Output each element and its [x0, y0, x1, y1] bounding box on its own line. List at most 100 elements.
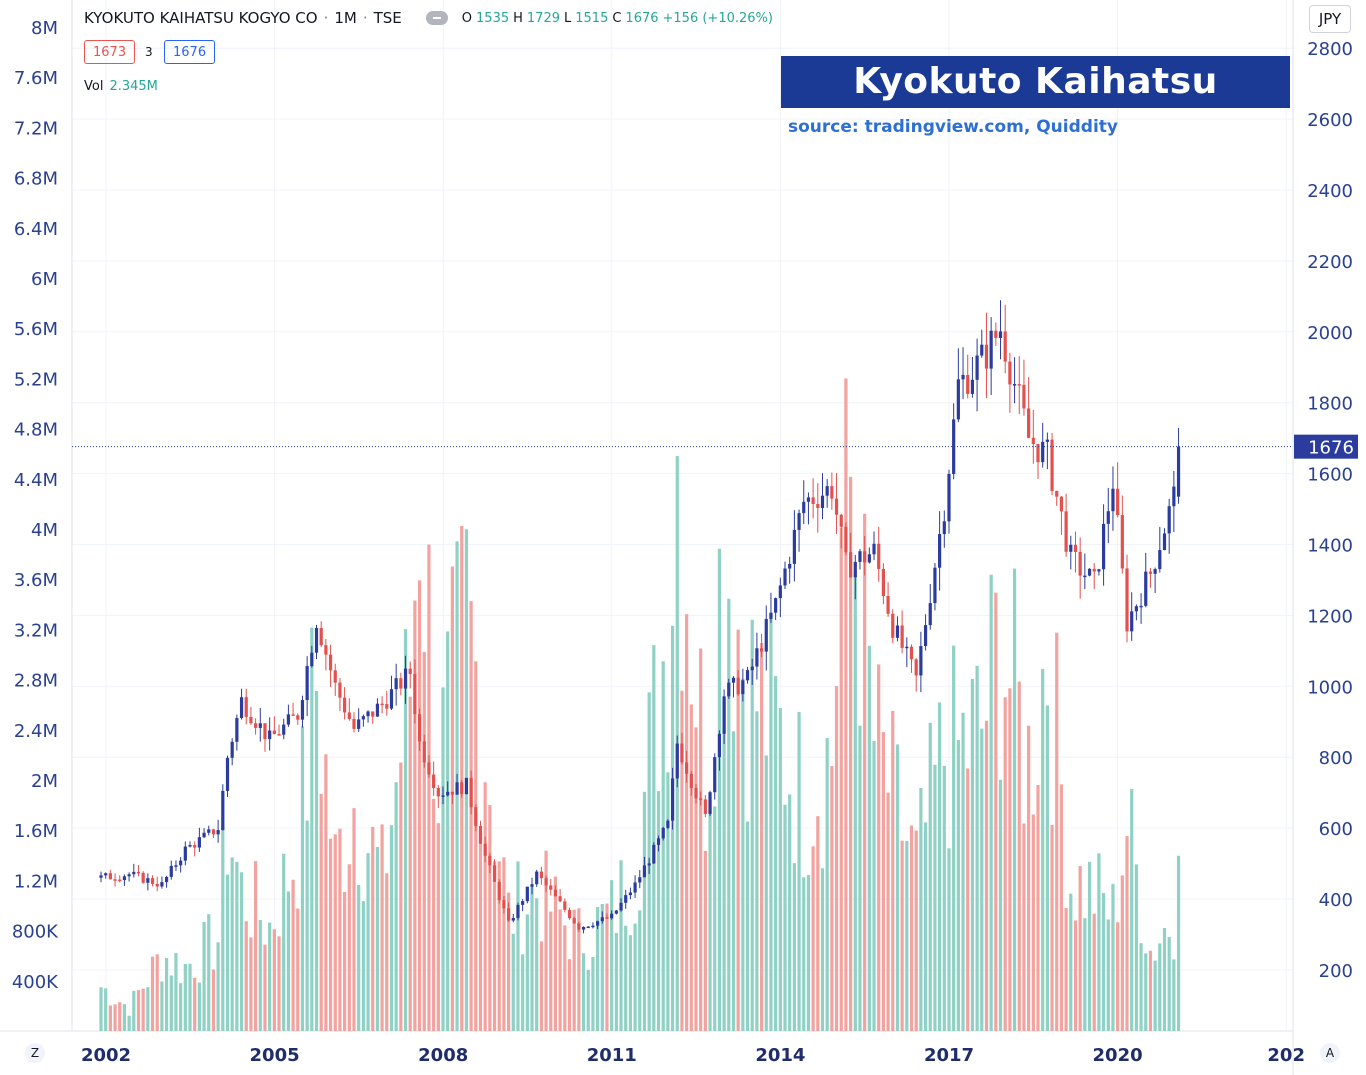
candle-body [319, 627, 323, 646]
volume-bar [558, 909, 562, 1031]
volume-bar [708, 800, 712, 1031]
candle-body [1092, 568, 1096, 572]
candle-body [998, 331, 1003, 338]
volume-bar [853, 570, 857, 1031]
candle-body [211, 829, 216, 835]
volume-bar [427, 544, 431, 1031]
volume-bar [478, 833, 483, 1031]
collapse-icon[interactable] [425, 11, 448, 25]
candle-body [577, 923, 581, 930]
volume-bar [802, 877, 806, 1031]
x-tick-label: 2014 [755, 1045, 805, 1066]
candle-body [432, 774, 436, 789]
chart-title-banner: Kyokuto Kaihatsu (7226) [781, 56, 1290, 154]
candle-body [492, 865, 497, 882]
candle-body [333, 670, 337, 683]
candle-body [539, 871, 543, 879]
candle-body [769, 612, 773, 619]
volume-bar [834, 686, 839, 1031]
candle-body [516, 904, 520, 918]
volume-bar [497, 861, 501, 1031]
volume-bar [366, 853, 370, 1031]
volume-bar [797, 711, 801, 1031]
x-tick-label: 2002 [81, 1045, 131, 1066]
volume-bar [567, 959, 572, 1031]
volume-bar [136, 990, 141, 1031]
candle-body [179, 860, 183, 866]
candle-body [244, 697, 248, 717]
volume-bar [343, 891, 347, 1031]
volume-bar [202, 921, 206, 1031]
price-tick-label: 800 [1319, 748, 1353, 769]
candle-body [1120, 515, 1124, 569]
sell-price-box[interactable]: 1673 [84, 40, 136, 64]
candle-body [314, 627, 319, 653]
candle-body [713, 757, 717, 793]
volume-bar [633, 923, 637, 1031]
volume-bar [446, 631, 450, 1031]
candle-body [886, 596, 890, 614]
candle-body [1008, 361, 1012, 385]
volume-bar [268, 922, 272, 1031]
candle-body [1111, 488, 1115, 512]
candle-body [1003, 331, 1007, 362]
candle-body [741, 680, 745, 695]
candle-body [136, 871, 141, 874]
candle-body [141, 872, 145, 883]
volume-bar [1111, 883, 1115, 1031]
candle-body [174, 865, 178, 867]
candle-body [797, 513, 801, 530]
candle-body [474, 807, 478, 827]
candle-body [183, 846, 187, 861]
price-tick-label: 1200 [1307, 606, 1353, 627]
candle-body [375, 703, 380, 717]
volume-bar [745, 821, 750, 1031]
volume-bar [380, 824, 384, 1031]
volume-bar [1012, 568, 1017, 1031]
x-tick-label: 202 [1267, 1045, 1305, 1066]
candle-body [788, 563, 792, 569]
candle-body [328, 654, 333, 671]
candle-body [558, 896, 562, 902]
candle-body [1130, 611, 1134, 632]
zoom-icon[interactable]: Z [25, 1043, 45, 1063]
volume-tick-label: 800K [12, 922, 59, 943]
volume-bar [282, 853, 286, 1031]
price-tick-label: 1800 [1307, 394, 1353, 415]
currency-button[interactable]: JPY [1309, 5, 1351, 33]
volume-bar [989, 574, 993, 1031]
volume-bar [581, 953, 586, 1031]
candle-body [624, 895, 628, 903]
candle-body [605, 917, 609, 919]
candle-body [1148, 571, 1153, 574]
candle-body [853, 561, 857, 578]
candle-body [352, 718, 356, 729]
volume-bar [502, 857, 506, 1031]
candle-body [961, 374, 965, 380]
volume-bar [811, 846, 815, 1031]
candle-body [380, 703, 384, 706]
candle-body [282, 724, 286, 735]
symbol-name[interactable]: KYOKUTO KAIHATSU KOGYO CO [84, 9, 318, 27]
candle-body [488, 855, 492, 866]
candle-body [1139, 605, 1143, 608]
volume-bar [258, 920, 262, 1031]
auto-scale-icon[interactable]: A [1320, 1043, 1340, 1063]
candle-body [268, 730, 272, 740]
buy-price-box[interactable]: 1676 [164, 40, 216, 64]
candle-body [127, 874, 131, 877]
candle-body [521, 901, 525, 905]
candle-body [596, 921, 600, 926]
volume-bar [830, 766, 834, 1031]
candle-body [357, 719, 361, 729]
volume-bar [610, 880, 614, 1031]
volume-bar [563, 925, 567, 1031]
interval-label[interactable]: 1M [334, 9, 357, 27]
candle-body [1036, 444, 1040, 463]
volume-bar [736, 629, 740, 1031]
candle-body [296, 715, 300, 720]
volume-bar [511, 933, 515, 1031]
volume-bar [975, 665, 979, 1031]
volume-bar [577, 908, 581, 1031]
